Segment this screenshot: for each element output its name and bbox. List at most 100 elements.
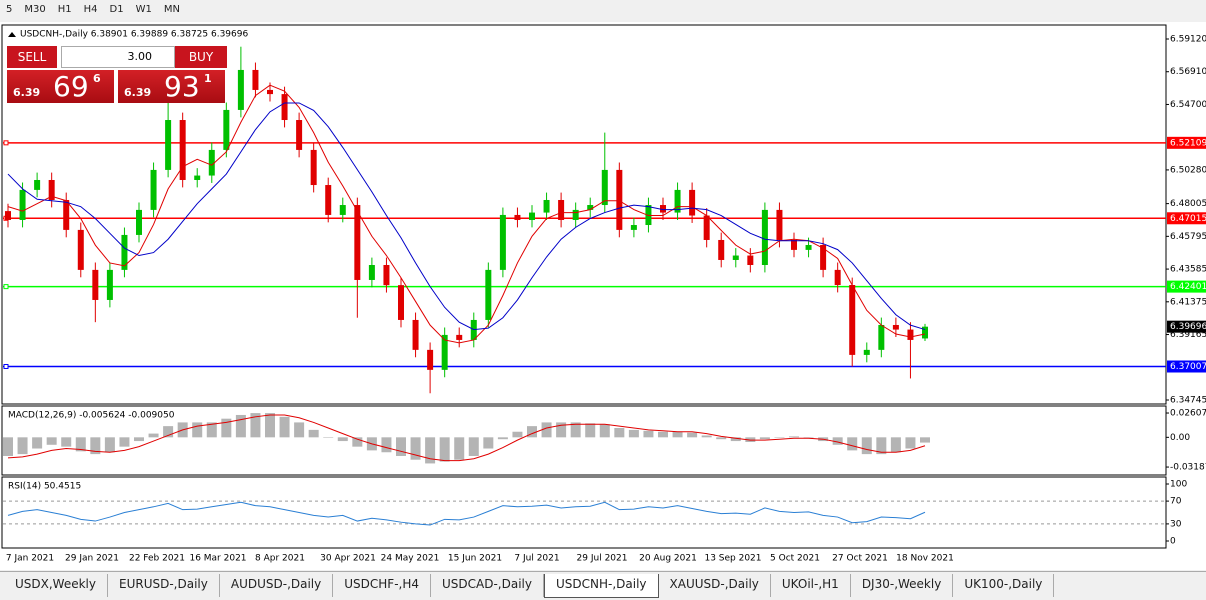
candle-body bbox=[34, 179, 41, 190]
y-tick-label: 6.43585 bbox=[1170, 265, 1206, 275]
candle-body bbox=[834, 269, 841, 285]
macd-bar bbox=[104, 437, 115, 453]
current-price-box bbox=[1167, 320, 1206, 333]
x-tick-label: 8 Apr 2021 bbox=[255, 554, 305, 564]
y-tick-label: 6.45795 bbox=[1170, 232, 1206, 242]
buy-button[interactable]: BUY bbox=[175, 46, 227, 68]
chart-title: USDCNH-,Daily 6.38901 6.39889 6.38725 6.… bbox=[20, 30, 248, 40]
chart-tab[interactable]: USDCHF-,H4 bbox=[333, 574, 431, 597]
chart-tab[interactable]: USDX,Weekly bbox=[4, 574, 108, 597]
macd-bar bbox=[119, 437, 130, 447]
candle-body bbox=[179, 120, 186, 180]
candle-body bbox=[907, 329, 914, 340]
macd-bar bbox=[643, 430, 654, 438]
candle-body bbox=[660, 205, 666, 213]
title-icon bbox=[8, 32, 16, 37]
chart-tab[interactable]: UKOil-,H1 bbox=[771, 574, 851, 597]
bid-main: 69 bbox=[53, 70, 89, 103]
macd-bar bbox=[570, 422, 581, 438]
macd-bar bbox=[337, 437, 348, 442]
candle-body bbox=[19, 189, 26, 220]
macd-bar bbox=[497, 437, 508, 440]
candle-body bbox=[791, 239, 797, 250]
chart-tabs: USDX,Weekly EURUSD-,Daily AUDUSD-,Daily USD… bbox=[0, 571, 1206, 600]
macd-bar bbox=[425, 437, 436, 464]
bid-quote[interactable]: 6.39 69 6 bbox=[7, 70, 114, 103]
ask-small: 1 bbox=[204, 72, 212, 85]
main-panel bbox=[1, 24, 1167, 405]
macd-bar bbox=[265, 413, 275, 438]
candle-body bbox=[223, 109, 230, 150]
y-tick-label: 6.56910 bbox=[1170, 67, 1206, 77]
macd-bar bbox=[876, 437, 887, 455]
macd-bar bbox=[206, 422, 217, 438]
x-tick-label: 24 May 2021 bbox=[381, 554, 440, 564]
macd-bar bbox=[192, 422, 203, 438]
level-label: 6.52109 bbox=[1170, 138, 1206, 148]
period-button[interactable]: M30 bbox=[24, 4, 46, 15]
candle-body bbox=[499, 214, 506, 270]
candle-body bbox=[121, 234, 128, 270]
candle-body bbox=[849, 284, 856, 355]
period-button[interactable]: MN bbox=[163, 4, 180, 15]
candle-body bbox=[383, 265, 390, 286]
period-button[interactable]: D1 bbox=[109, 4, 124, 15]
period-button[interactable]: H1 bbox=[57, 4, 72, 15]
macd-panel bbox=[1, 405, 1167, 476]
period-button[interactable]: H4 bbox=[83, 4, 98, 15]
candle-body bbox=[805, 245, 812, 250]
current-price: 6.39696 bbox=[1170, 322, 1206, 332]
macd-bar bbox=[527, 426, 537, 438]
chart-tab[interactable]: XAUUSD-,Daily bbox=[659, 574, 771, 597]
level-label-box bbox=[1167, 212, 1206, 225]
macd-bar bbox=[61, 437, 72, 447]
ask-quote[interactable]: 6.39 93 1 bbox=[118, 70, 225, 103]
x-tick-label: 30 Apr 2021 bbox=[320, 554, 376, 564]
sell-button[interactable]: SELL bbox=[7, 46, 57, 68]
y-tick-label: 6.54700 bbox=[1170, 100, 1206, 110]
macd-bar bbox=[541, 422, 552, 438]
period-button[interactable]: 5 bbox=[6, 4, 13, 15]
candle-body bbox=[892, 324, 899, 330]
macd-bar bbox=[890, 437, 901, 453]
x-tick-label: 15 Jun 2021 bbox=[448, 554, 502, 564]
candle-body bbox=[92, 269, 99, 300]
macd-bar bbox=[323, 437, 334, 438]
y-tick-label: 6.50280 bbox=[1170, 165, 1206, 175]
chart-tab[interactable]: DJ30-,Weekly bbox=[851, 574, 954, 597]
candle-body bbox=[863, 349, 870, 355]
macd-bar bbox=[134, 437, 144, 442]
macd-bar bbox=[716, 437, 727, 440]
level-label-box bbox=[1167, 360, 1206, 373]
y-tick-label: 6.39165 bbox=[1170, 330, 1206, 340]
chart-tab[interactable]: UK100-,Daily bbox=[953, 574, 1055, 597]
macd-bar bbox=[454, 437, 465, 460]
chart-tab[interactable]: USDCAD-,Daily bbox=[431, 574, 544, 597]
candle-body bbox=[587, 205, 594, 210]
chart-tab[interactable]: EURUSD-,Daily bbox=[108, 574, 220, 597]
chart-tab[interactable]: AUDUSD-,Daily bbox=[220, 574, 334, 597]
x-tick-label: 5 Oct 2021 bbox=[770, 554, 820, 564]
macd-bar bbox=[32, 437, 43, 449]
moving-average bbox=[7, 102, 926, 331]
macd-bar bbox=[439, 437, 450, 462]
chart-tab[interactable]: USDCNH-,Daily bbox=[543, 574, 659, 598]
candle-body bbox=[616, 169, 623, 230]
macd-bar bbox=[308, 429, 319, 438]
macd-bar bbox=[75, 437, 86, 452]
y-tick-label: 6.41375 bbox=[1170, 297, 1206, 307]
level-label-box bbox=[1167, 136, 1206, 149]
candle-body bbox=[776, 209, 783, 240]
signal-line bbox=[7, 414, 926, 462]
macd-bar bbox=[920, 437, 930, 443]
volume-field[interactable]: 3.00 bbox=[61, 46, 175, 68]
y-tick-label: 6.34745 bbox=[1170, 396, 1206, 406]
x-tick-label: 7 Jul 2021 bbox=[514, 554, 559, 564]
x-tick-label: 20 Aug 2021 bbox=[639, 554, 697, 564]
candle-body bbox=[732, 255, 739, 260]
period-button[interactable]: W1 bbox=[135, 4, 152, 15]
macd-bar bbox=[832, 437, 843, 445]
candle-body bbox=[558, 199, 565, 220]
macd-bar bbox=[672, 431, 683, 438]
